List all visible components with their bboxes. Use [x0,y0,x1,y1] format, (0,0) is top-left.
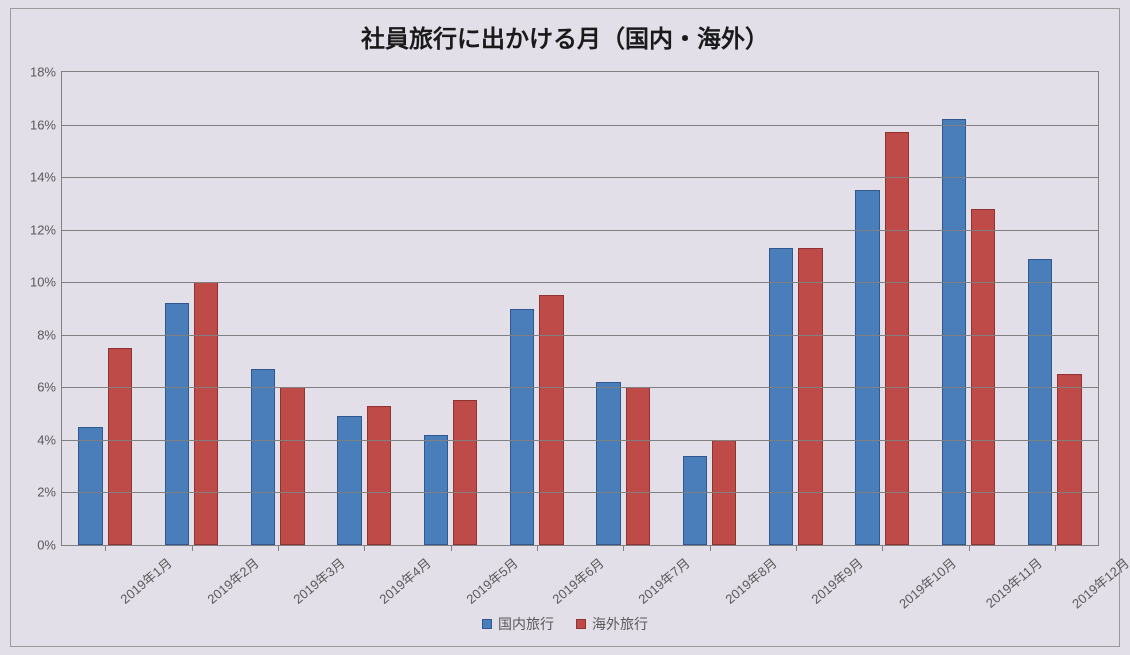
legend-item: 海外旅行 [576,614,648,634]
chart-container: 社員旅行に出かける月（国内・海外） 0%2%4%6%8%10%12%14%16%… [10,8,1120,647]
bar-海外旅行 [108,348,132,545]
y-tick-label: 0% [37,538,62,553]
bar-国内旅行 [165,303,189,545]
bar-国内旅行 [251,369,275,545]
bar-海外旅行 [1057,374,1081,545]
bar-海外旅行 [453,400,477,545]
x-tick [1055,545,1056,551]
y-tick-label: 10% [30,275,62,290]
x-tick-label: 2019年9月 [806,553,866,608]
bar-国内旅行 [1028,259,1052,545]
legend-item: 国内旅行 [482,614,554,634]
x-tick-label: 2019年8月 [720,553,780,608]
y-tick-label: 12% [30,222,62,237]
chart-title: 社員旅行に出かける月（国内・海外） [11,9,1119,54]
x-tick [796,545,797,551]
bar-国内旅行 [424,435,448,545]
x-tick [451,545,452,551]
bar-海外旅行 [280,387,304,545]
grid-line [62,387,1098,388]
x-tick [278,545,279,551]
x-tick-label: 2019年11月 [981,553,1046,612]
legend-label: 国内旅行 [498,614,554,634]
y-tick-label: 16% [30,117,62,132]
bar-国内旅行 [769,248,793,545]
x-tick-label: 2019年2月 [202,553,262,608]
x-tick-label: 2019年6月 [547,553,607,608]
y-tick-label: 6% [37,380,62,395]
x-tick-label: 2019年10月 [894,553,959,612]
legend-swatch [576,619,586,629]
plot-area: 0%2%4%6%8%10%12%14%16%18%2019年1月2019年2月2… [61,71,1099,546]
x-tick-label: 2019年7月 [634,553,694,608]
y-tick-label: 8% [37,327,62,342]
bar-国内旅行 [596,382,620,545]
y-tick-label: 18% [30,65,62,80]
bar-海外旅行 [798,248,822,545]
y-tick-label: 14% [30,170,62,185]
grid-line [62,492,1098,493]
x-tick [882,545,883,551]
bar-国内旅行 [942,119,966,545]
grid-line [62,125,1098,126]
bar-海外旅行 [539,295,563,545]
grid-line [62,282,1098,283]
legend: 国内旅行 海外旅行 [11,614,1119,634]
bar-国内旅行 [510,309,534,546]
x-tick [105,545,106,551]
y-tick-label: 2% [37,485,62,500]
bar-海外旅行 [194,282,218,545]
grid-line [62,230,1098,231]
bar-海外旅行 [971,209,995,545]
bar-国内旅行 [78,427,102,545]
x-tick [623,545,624,551]
legend-label: 海外旅行 [592,614,648,634]
bars-layer [62,72,1098,545]
x-tick [537,545,538,551]
bar-国内旅行 [683,456,707,545]
bar-海外旅行 [885,132,909,545]
x-tick-label: 2019年4月 [375,553,435,608]
y-tick-label: 4% [37,432,62,447]
x-tick [192,545,193,551]
bar-国内旅行 [337,416,361,545]
grid-line [62,335,1098,336]
grid-line [62,440,1098,441]
grid-line [62,177,1098,178]
x-tick-label: 2019年1月 [116,553,176,608]
x-tick-label: 2019年3月 [288,553,348,608]
x-tick [710,545,711,551]
x-tick [364,545,365,551]
legend-swatch [482,619,492,629]
x-tick [969,545,970,551]
x-tick-label: 2019年5月 [461,553,521,608]
bar-海外旅行 [367,406,391,545]
bar-海外旅行 [626,387,650,545]
x-tick-label: 2019年12月 [1067,553,1130,612]
